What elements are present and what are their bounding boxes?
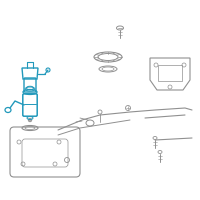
- Bar: [158, 65, 182, 81]
- Ellipse shape: [28, 118, 32, 122]
